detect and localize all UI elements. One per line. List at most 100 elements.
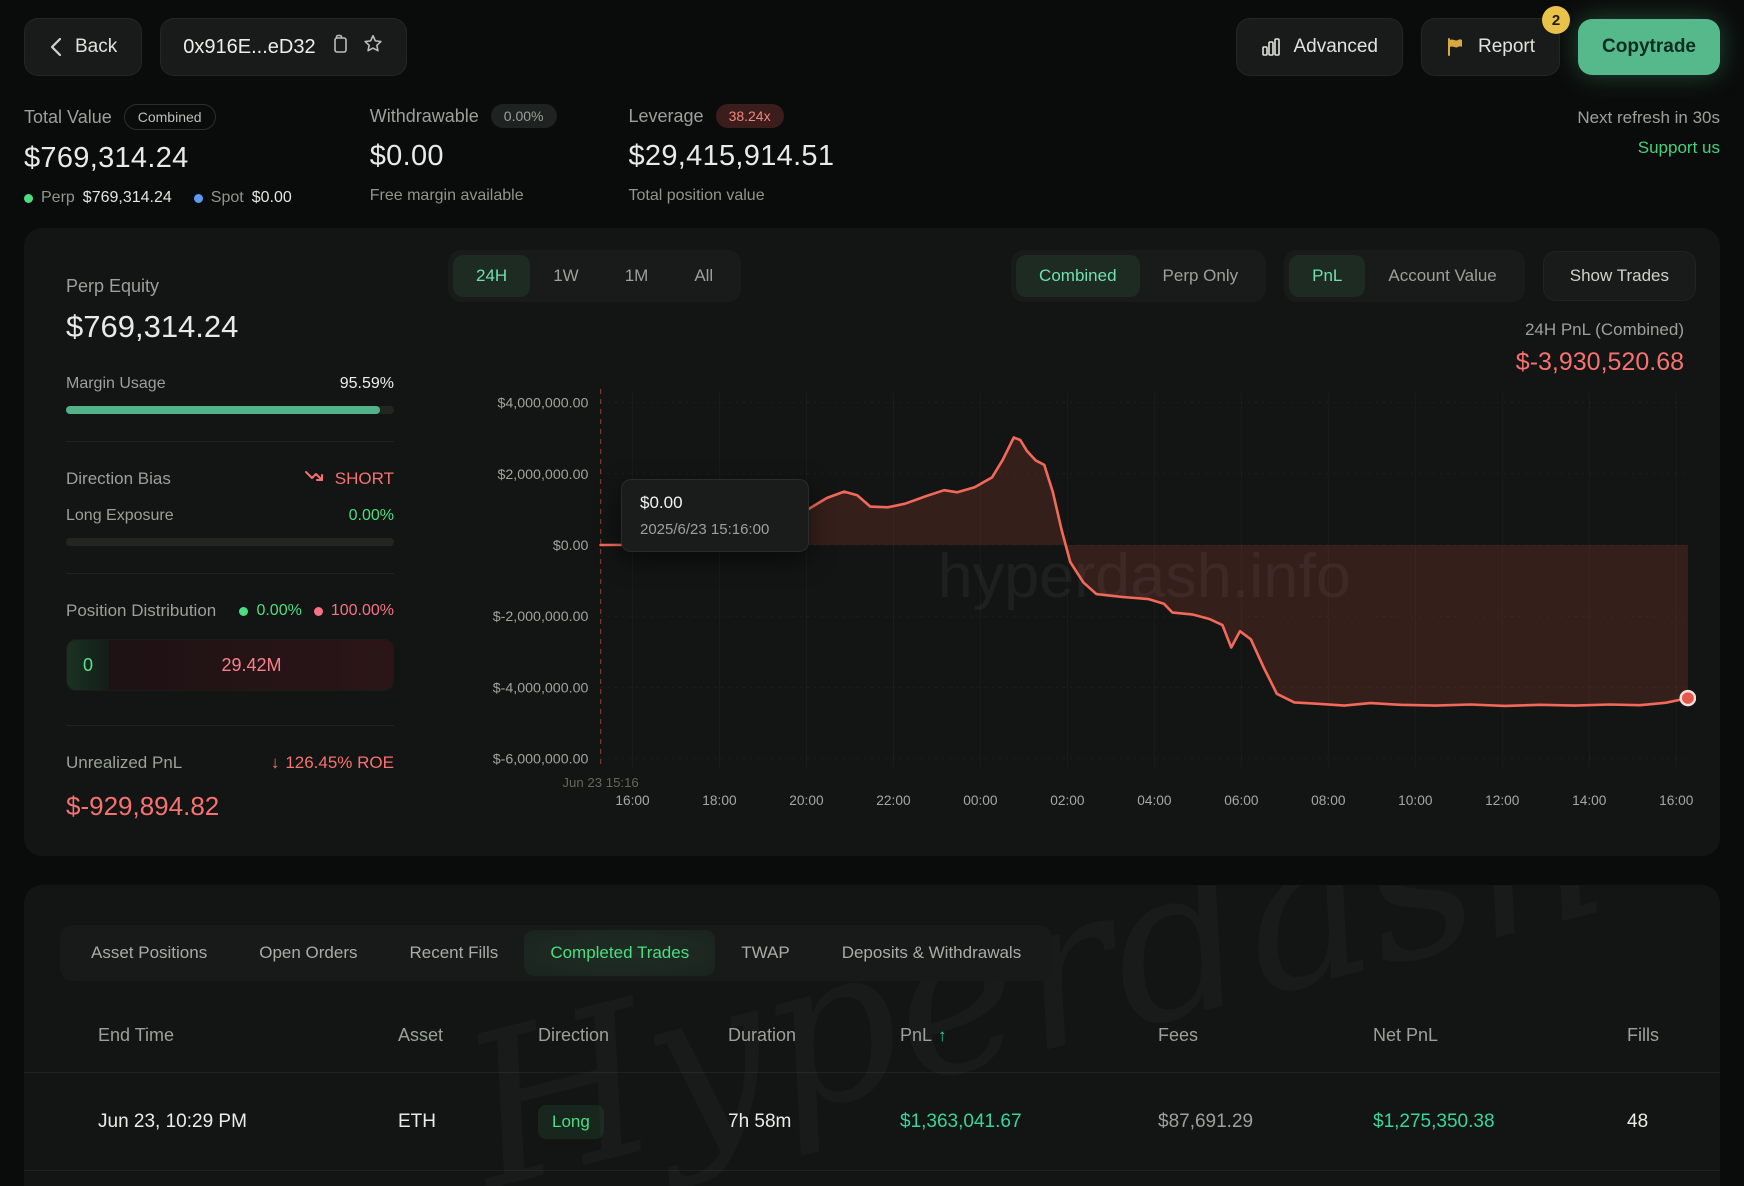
cell-end-time: Jun 23, 10:29 PM: [98, 1110, 247, 1132]
tab-asset-positions[interactable]: Asset Positions: [91, 943, 208, 962]
tab-1w[interactable]: 1W: [553, 266, 579, 285]
chart-tooltip: $0.00 2025/6/23 15:16:00: [621, 479, 809, 552]
leverage-label: Leverage: [628, 105, 704, 126]
margin-usage-fill: [66, 406, 380, 414]
tab-recent-fills[interactable]: Recent Fills: [409, 943, 499, 962]
col-direction[interactable]: Direction: [538, 1025, 610, 1045]
cell-net-pnl: $1,275,350.38: [1373, 1110, 1495, 1132]
col-fills[interactable]: Fills: [1627, 1025, 1659, 1045]
svg-text:10:00: 10:00: [1398, 793, 1433, 808]
tab-deposits-withdrawals[interactable]: Deposits & Withdrawals: [841, 943, 1022, 962]
svg-text:04:00: 04:00: [1137, 793, 1172, 808]
tab-combined[interactable]: Combined: [1016, 255, 1140, 297]
pnl-chart[interactable]: $4,000,000.00 $2,000,000.00 $0.00 $-2,000,0…: [436, 379, 1697, 819]
withdrawable-amount: $0.00: [369, 140, 444, 172]
copytrade-button[interactable]: Copytrade: [1578, 19, 1720, 75]
margin-usage-label: Margin Usage: [66, 375, 166, 392]
copy-icon[interactable]: [330, 34, 348, 60]
back-label: Back: [75, 36, 118, 57]
long-exposure-label: Long Exposure: [66, 507, 174, 524]
tab-all[interactable]: All: [694, 266, 714, 285]
leverage-stat: Leverage 38.24x $29,415,914.51 Total pos…: [629, 104, 835, 205]
direction-badge: Long: [538, 1104, 604, 1139]
spot-label: Spot: [210, 189, 244, 206]
pnl-chart-area[interactable]: $4,000,000.00 $2,000,000.00 $0.00 $-2,000,0…: [436, 379, 1697, 824]
spot-dot-icon: [193, 193, 203, 203]
copytrade-label: Copytrade: [1602, 36, 1696, 57]
tab-pnl[interactable]: PnL: [1289, 255, 1366, 297]
pnl-period-value: $-3,930,520.68: [1515, 348, 1684, 376]
tab-open-orders[interactable]: Open Orders: [259, 943, 358, 962]
svg-text:$0.00: $0.00: [553, 537, 589, 553]
wallet-address-pill[interactable]: 0x916E...eD32: [160, 18, 407, 76]
advanced-button[interactable]: Advanced: [1236, 18, 1403, 76]
position-distribution-bar: 0 29.42M: [66, 639, 394, 691]
unrealized-pnl-label: Unrealized PnL: [66, 753, 183, 772]
star-icon[interactable]: [362, 33, 384, 61]
svg-text:$-2,000,000.00: $-2,000,000.00: [493, 608, 589, 624]
svg-text:Jun 23 15:16: Jun 23 15:16: [562, 775, 638, 790]
cell-asset: ETH: [398, 1110, 436, 1132]
tab-account-value[interactable]: Account Value: [1388, 266, 1497, 285]
divider: [24, 1170, 1720, 1171]
long-dot-icon: [239, 606, 249, 616]
perp-equity-label: Perp Equity: [66, 276, 160, 296]
svg-text:22:00: 22:00: [876, 793, 911, 808]
col-end-time[interactable]: End Time: [98, 1025, 175, 1045]
svg-text:$4,000,000.00: $4,000,000.00: [497, 395, 588, 411]
svg-text:02:00: 02:00: [1050, 793, 1085, 808]
chart-toolbar: 24H 1W 1M All Combined Perp Only PnL Acc…: [436, 250, 1696, 302]
table-row[interactable]: Jun 23, 10:29 PM ETH Long 7h 58m $1,363,…: [24, 1073, 1720, 1170]
col-fees[interactable]: Fees: [1158, 1025, 1199, 1045]
tab-completed-trades[interactable]: Completed Trades: [524, 930, 716, 976]
col-asset[interactable]: Asset: [398, 1025, 444, 1045]
divider: [66, 573, 394, 574]
report-label: Report: [1478, 36, 1536, 57]
support-us-link[interactable]: Support us: [1637, 138, 1720, 157]
account-stats-row: Total Value Combined $769,314.24 Perp $7…: [0, 86, 1744, 207]
direction-bias-value: SHORT: [334, 469, 394, 488]
chevron-left-icon: [49, 37, 63, 57]
table-header-row: End Time Asset Direction Duration PnL ↑ …: [24, 1025, 1720, 1046]
col-net-pnl[interactable]: Net PnL: [1373, 1025, 1439, 1045]
arrow-down-icon: ↓: [270, 753, 280, 772]
show-trades-button[interactable]: Show Trades: [1542, 251, 1696, 301]
pnl-period-label: 24H PnL (Combined): [1524, 320, 1684, 339]
margin-usage-value: 95.59%: [339, 375, 394, 392]
perp-value: $769,314.24: [82, 189, 172, 206]
divider: [66, 441, 394, 442]
tab-1m[interactable]: 1M: [624, 266, 649, 285]
cell-fees: $87,691.29: [1158, 1110, 1254, 1132]
report-button-wrap: Report 2: [1421, 6, 1571, 76]
trades-panel: Hyperdash Asset Positions Open Orders Re…: [24, 885, 1720, 1186]
sort-asc-icon: ↑: [938, 1025, 947, 1045]
tab-24h[interactable]: 24H: [453, 255, 531, 297]
svg-text:08:00: 08:00: [1311, 793, 1346, 808]
scope-tab-group: Combined Perp Only: [1011, 250, 1267, 302]
back-button[interactable]: Back: [24, 18, 143, 76]
col-duration[interactable]: Duration: [728, 1025, 797, 1045]
tab-twap[interactable]: TWAP: [741, 943, 790, 962]
cell-pnl: $1,363,041.67: [900, 1110, 1022, 1132]
perp-label: Perp: [41, 189, 75, 206]
svg-text:06:00: 06:00: [1224, 793, 1259, 808]
svg-text:$-6,000,000.00: $-6,000,000.00: [493, 751, 589, 767]
long-exposure-track: [66, 538, 394, 546]
leverage-sub: Total position value: [628, 187, 765, 204]
refresh-countdown: Next refresh in 30s: [1577, 108, 1720, 127]
spot-value: $0.00: [251, 189, 292, 206]
total-value-amount: $769,314.24: [24, 142, 189, 174]
range-tab-group: 24H 1W 1M All: [448, 250, 742, 302]
withdrawable-stat: Withdrawable 0.00% $0.00 Free margin ava…: [370, 104, 557, 205]
svg-text:$2,000,000.00: $2,000,000.00: [497, 466, 588, 482]
tab-perp-only[interactable]: Perp Only: [1162, 266, 1239, 285]
trend-down-icon: [304, 469, 327, 489]
refresh-block: Next refresh in 30s Support us: [1577, 104, 1720, 158]
combined-badge: Combined: [123, 104, 216, 130]
col-pnl[interactable]: PnL ↑: [900, 1025, 947, 1045]
distribution-long-segment: 0: [67, 640, 110, 690]
pnl-header: 24H PnL (Combined) $-3,930,520.68: [436, 320, 1696, 377]
report-button[interactable]: Report: [1421, 18, 1561, 76]
svg-text:14:00: 14:00: [1572, 793, 1607, 808]
